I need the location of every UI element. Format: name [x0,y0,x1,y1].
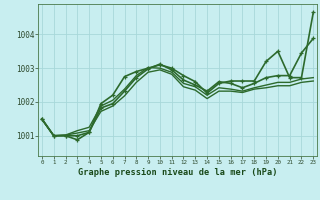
X-axis label: Graphe pression niveau de la mer (hPa): Graphe pression niveau de la mer (hPa) [78,168,277,177]
